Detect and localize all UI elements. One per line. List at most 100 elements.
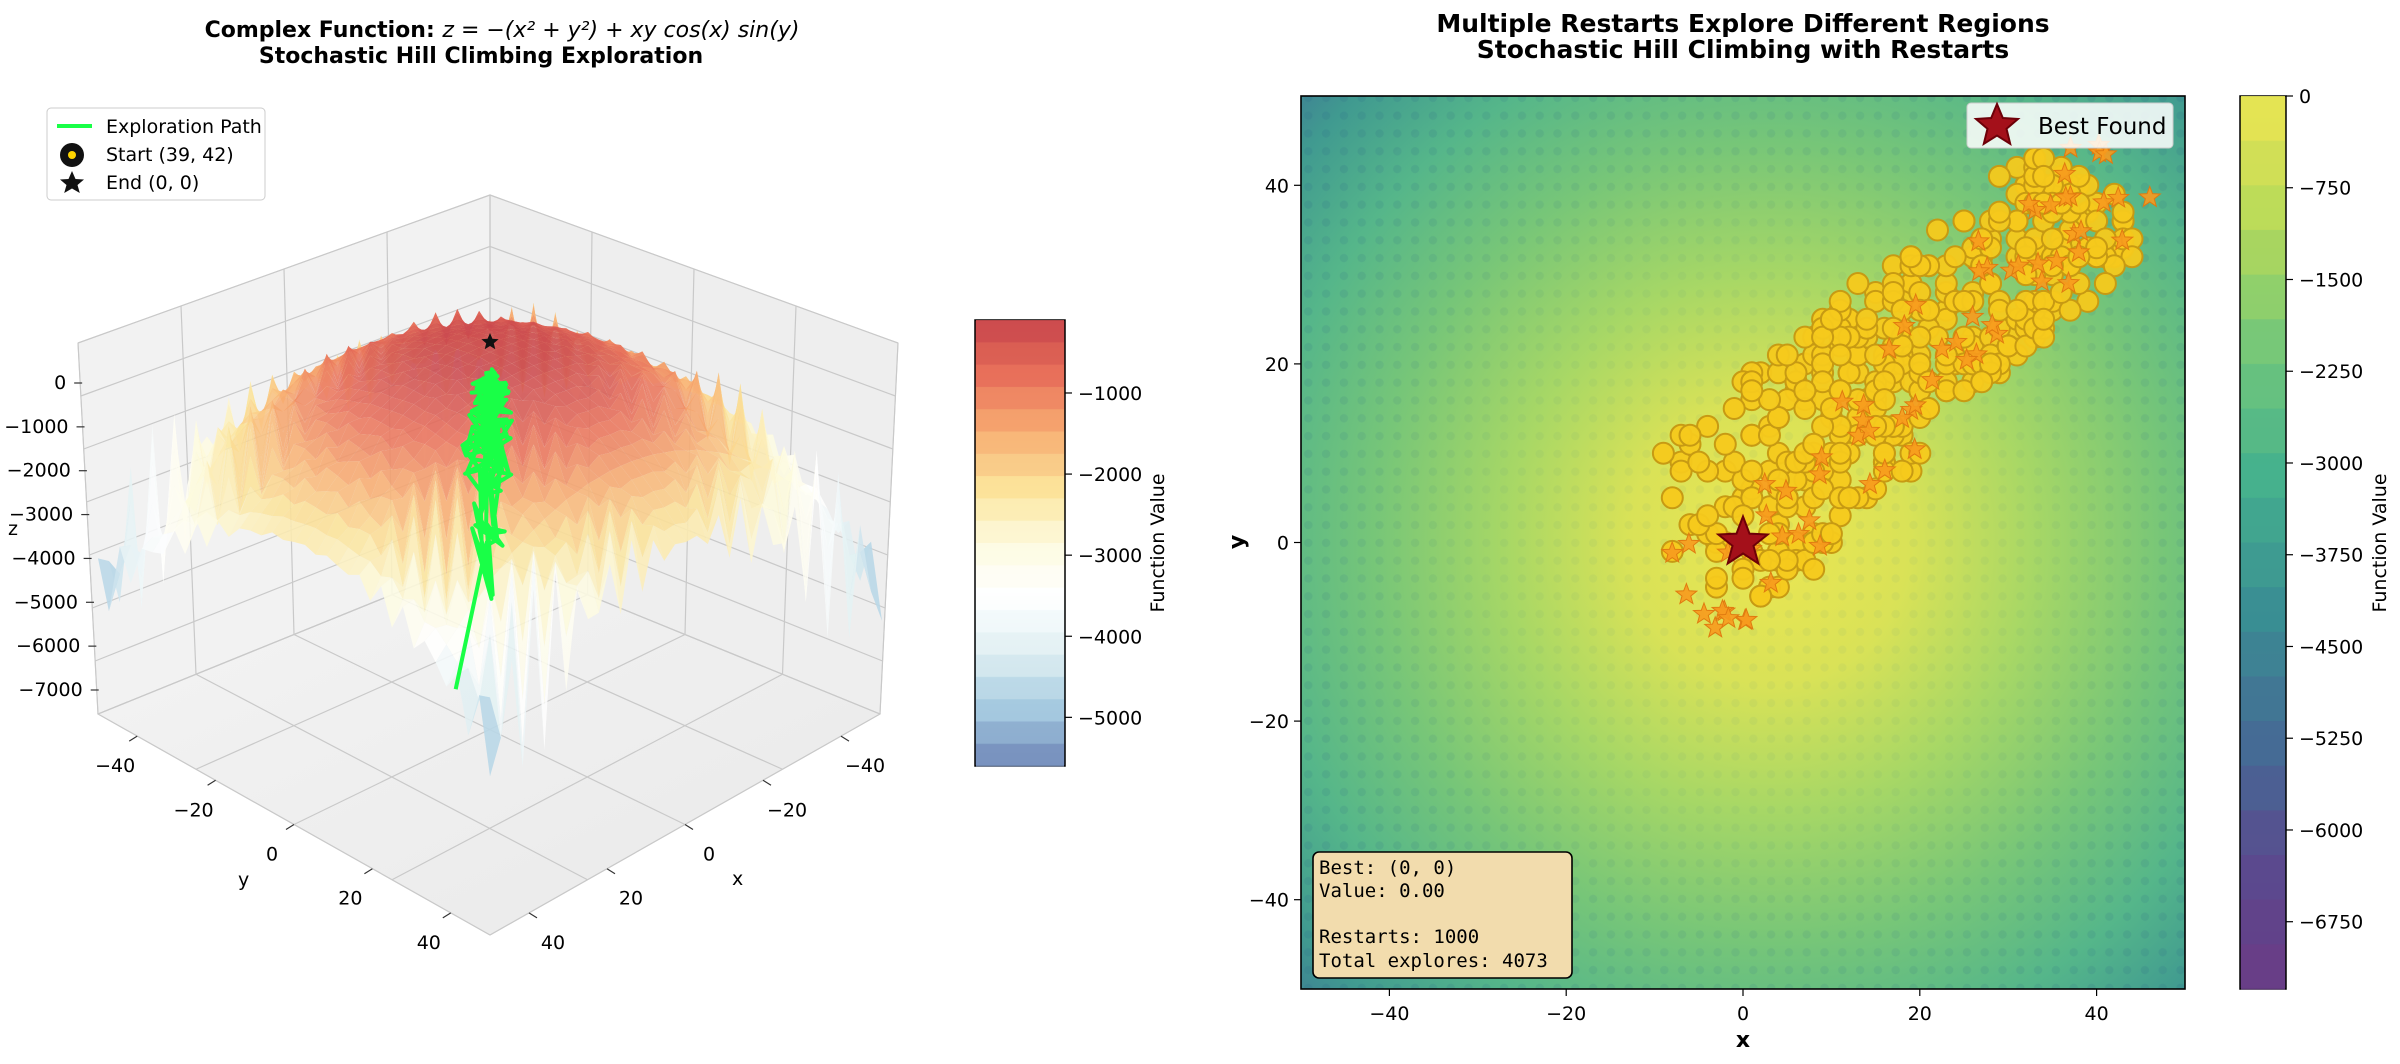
heatmap-y-tick-label: −20 bbox=[1249, 711, 1289, 733]
y-tick-label: 40 bbox=[417, 932, 441, 954]
colorbar-bands bbox=[2241, 96, 2285, 990]
colorbar-ticks: −1000 −2000 −3000 −4000 −5000 bbox=[1065, 383, 1142, 729]
explored-point bbox=[1839, 487, 1860, 508]
colorbar-tick-label: −6750 bbox=[2299, 912, 2363, 934]
explored-point bbox=[1954, 211, 1975, 232]
colorbar-tick-label: −2250 bbox=[2299, 361, 2363, 383]
explored-point bbox=[1794, 380, 1815, 401]
colorbar-tick-label: −4000 bbox=[1078, 626, 1142, 648]
result-annotation: Best: (0, 0) Value: 0.00 Restarts: 1000 … bbox=[1313, 852, 1572, 978]
annotation-line-1: Best: (0, 0) bbox=[1319, 857, 1456, 879]
explored-point bbox=[2033, 166, 2054, 187]
explored-point bbox=[1874, 389, 1895, 410]
legend-label-best: Best Found bbox=[2038, 114, 2166, 140]
annotation-line-4: Restarts: 1000 bbox=[1319, 926, 1479, 948]
explored-point bbox=[1759, 550, 1780, 571]
y-tick-label: 0 bbox=[266, 844, 278, 866]
x-tick-label: 0 bbox=[703, 844, 715, 866]
explored-point bbox=[1697, 505, 1718, 526]
z-tick-label: −4000 bbox=[11, 547, 75, 569]
heatmap-y-tick-label: 20 bbox=[1265, 354, 1289, 376]
explored-point bbox=[1688, 452, 1709, 473]
z-axis-label: z bbox=[8, 518, 18, 540]
colorbar-tick-label: −6000 bbox=[2299, 820, 2363, 842]
colorbar-label-right: Function Value bbox=[2369, 473, 2391, 612]
heatmap-y-tick-label: 40 bbox=[1265, 175, 1289, 197]
explored-point bbox=[1989, 166, 2010, 187]
explored-point bbox=[2068, 166, 2089, 187]
heatmap-title: Multiple Restarts Explore Different Regi… bbox=[1436, 9, 2049, 38]
explored-point bbox=[2095, 273, 2116, 294]
heatmap-subtitle: Stochastic Hill Climbing with Restarts bbox=[1477, 35, 2009, 64]
explored-point bbox=[1680, 425, 1701, 446]
heatmap-x-tick-label: −20 bbox=[1546, 1003, 1586, 1025]
explored-point bbox=[2042, 228, 2063, 249]
explored-point bbox=[1662, 487, 1683, 508]
colorbar-tick-label: 0 bbox=[2299, 86, 2311, 108]
colorbar-tick-label: −3000 bbox=[1078, 545, 1142, 567]
explored-point bbox=[1821, 309, 1842, 330]
z-tick-label: −7000 bbox=[18, 679, 82, 701]
x-tick-label: 20 bbox=[619, 888, 643, 910]
heatmap-colorbar: 0−750−1500−2250−3000−3750−4500−5250−6000… bbox=[2240, 86, 2391, 990]
heatmap-legend: Best Found bbox=[1967, 103, 2173, 148]
colorbar-bands bbox=[976, 320, 1064, 767]
z-tick-label: −2000 bbox=[7, 460, 71, 482]
heatmap-x-ticks: −40 −20 0 20 40 bbox=[1369, 989, 2108, 1025]
explored-point bbox=[2033, 309, 2054, 330]
explored-point bbox=[1821, 523, 1842, 544]
annotation-line-2: Value: 0.00 bbox=[1319, 880, 1445, 902]
explored-point bbox=[1989, 202, 2010, 223]
z-tick-label: −6000 bbox=[16, 635, 80, 657]
heatmap-y-tick-label: −40 bbox=[1249, 890, 1289, 912]
explored-point bbox=[1901, 246, 1922, 267]
legend-label-start: Start (39, 42) bbox=[106, 144, 234, 166]
explored-point bbox=[1777, 345, 1798, 366]
heatmap-y-label: y bbox=[1225, 535, 1250, 549]
heatmap-y-tick-label: 0 bbox=[1277, 533, 1289, 555]
explored-point bbox=[1830, 443, 1851, 464]
heatmap-x-tick-label: 0 bbox=[1737, 1003, 1749, 1025]
heatmap-y-ticks: 40 20 0 −20 −40 bbox=[1249, 175, 1301, 911]
colorbar-tick-label: −3750 bbox=[2299, 545, 2363, 567]
explored-point bbox=[1803, 559, 1824, 580]
surface-legend: Exploration Path Start (39, 42) End (0, … bbox=[47, 108, 265, 200]
x-axis-label: x bbox=[732, 868, 743, 890]
colorbar-label-left: Function Value bbox=[1147, 473, 1169, 612]
explored-point bbox=[1653, 443, 1674, 464]
explored-point bbox=[1741, 461, 1762, 482]
explored-point bbox=[1741, 380, 1762, 401]
z-tick-label: −3000 bbox=[9, 504, 73, 526]
colorbar-tick-label: −4500 bbox=[2299, 636, 2363, 658]
annotation-line-5: Total explores: 4073 bbox=[1319, 950, 1548, 972]
heatmap-x-tick-label: 40 bbox=[2085, 1003, 2109, 1025]
colorbar-tick-label: −5250 bbox=[2299, 728, 2363, 750]
colorbar-tick-label: −1500 bbox=[2299, 269, 2363, 291]
colorbar-tick-label: −750 bbox=[2299, 178, 2351, 200]
explored-point bbox=[1724, 398, 1745, 419]
y-tick-label: 20 bbox=[338, 888, 362, 910]
explored-point bbox=[1971, 371, 1992, 392]
heatmap-x-tick-label: 20 bbox=[1908, 1003, 1932, 1025]
explored-point bbox=[1892, 461, 1913, 482]
x-tick-label: −20 bbox=[767, 799, 807, 821]
explored-point bbox=[1927, 220, 1948, 241]
colorbar-tick-label: −2000 bbox=[1078, 464, 1142, 486]
surface-subtitle: Stochastic Hill Climbing Exploration bbox=[259, 44, 703, 69]
colorbar-tick-label: −1000 bbox=[1078, 383, 1142, 405]
heatmap-x-label: x bbox=[1736, 1028, 1750, 1053]
legend-label-path: Exploration Path bbox=[106, 116, 262, 138]
y-tick-label: −20 bbox=[174, 799, 214, 821]
surface-colorbar: −1000 −2000 −3000 −4000 −5000 Function Value bbox=[975, 320, 1169, 767]
surface-title: Complex Function: z = −(x² + y²) + xy co… bbox=[205, 18, 800, 43]
colorbar-tick-label: −5000 bbox=[1078, 707, 1142, 729]
x-tick-label: 40 bbox=[541, 932, 565, 954]
surface-3d-plot: Complex Function: z = −(x² + y²) + xy co… bbox=[4, 18, 1169, 954]
explored-point bbox=[1945, 246, 1966, 267]
y-tick-label: −40 bbox=[95, 755, 135, 777]
explored-point bbox=[1856, 309, 1877, 330]
explored-point bbox=[1830, 345, 1851, 366]
explored-point bbox=[1847, 273, 1868, 294]
explored-point bbox=[1733, 568, 1754, 589]
legend-label-end: End (0, 0) bbox=[106, 172, 199, 194]
